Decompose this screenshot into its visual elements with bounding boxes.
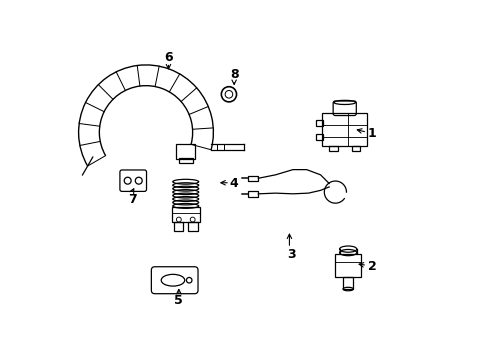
Bar [328,146,337,152]
Text: 7: 7 [127,193,136,206]
Bar [351,146,360,152]
Bar [176,144,195,159]
Bar [172,207,199,222]
Bar [315,134,322,140]
Text: 4: 4 [229,177,238,190]
Bar [342,277,353,289]
Bar [247,191,258,197]
Text: 2: 2 [367,260,376,273]
Text: 1: 1 [367,127,376,140]
Bar [322,113,366,146]
Bar [173,222,183,231]
Text: 3: 3 [286,248,295,261]
Bar [315,120,322,126]
Bar [179,158,192,163]
Bar [188,222,198,231]
Text: 6: 6 [164,51,172,64]
Text: 5: 5 [174,294,183,307]
Bar [335,255,361,277]
Text: 8: 8 [229,68,238,81]
Bar [247,176,258,181]
